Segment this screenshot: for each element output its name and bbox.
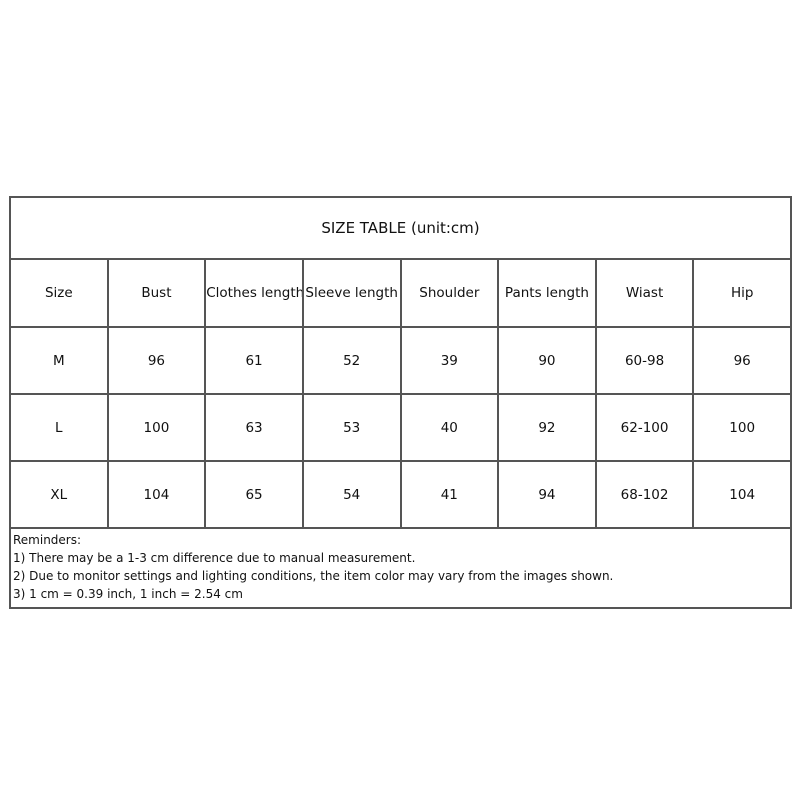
table-cell: 41	[399, 460, 500, 529]
table-cell: 104	[106, 460, 207, 529]
table-row: L 100 63 53 40 92 62-100 100	[9, 393, 792, 462]
header-cell: Sleeve length	[301, 258, 402, 328]
table-cell: 62-100	[594, 393, 695, 462]
reminders-row: Reminders: 1) There may be a 1-3 cm diff…	[9, 527, 792, 609]
table-row: XL 104 65 54 41 94 68-102 104	[9, 460, 792, 529]
table-title: SIZE TABLE (unit:cm)	[9, 196, 792, 260]
table-cell: 39	[399, 326, 500, 395]
table-cell: 61	[204, 326, 304, 395]
reminders: Reminders: 1) There may be a 1-3 cm diff…	[9, 527, 792, 609]
table-cell: 96	[692, 326, 792, 395]
table-cell: 90	[497, 326, 597, 395]
header-cell: Clothes length	[204, 258, 304, 328]
table-cell: 94	[497, 460, 597, 529]
table-cell: 96	[106, 326, 207, 395]
table-cell: 104	[692, 460, 792, 529]
table-cell: 54	[301, 460, 402, 529]
table-cell: 60-98	[594, 326, 695, 395]
header-cell: Size	[9, 258, 109, 328]
header-cell: Pants length	[497, 258, 597, 328]
table-row: M 96 61 52 39 90 60-98 96	[9, 326, 792, 395]
header-cell: Hip	[692, 258, 792, 328]
reminder-item: 2) Due to monitor settings and lighting …	[13, 569, 614, 583]
table-cell: L	[9, 393, 109, 462]
table-cell: 63	[204, 393, 304, 462]
size-table: SIZE TABLE (unit:cm) Size Bust Clothes l…	[9, 196, 792, 609]
table-cell: 52	[301, 326, 402, 395]
header-row: Size Bust Clothes length Sleeve length S…	[9, 258, 792, 328]
table-cell: M	[9, 326, 109, 395]
table-cell: 100	[106, 393, 207, 462]
header-cell: Shoulder	[399, 258, 500, 328]
reminders-heading: Reminders:	[13, 533, 82, 547]
reminder-item: 1) There may be a 1-3 cm difference due …	[13, 551, 416, 565]
table-cell: 100	[692, 393, 792, 462]
header-cell: Wiast	[594, 258, 695, 328]
table-cell: 68-102	[594, 460, 695, 529]
header-cell: Bust	[106, 258, 207, 328]
table-cell: XL	[9, 460, 109, 529]
reminder-item: 3) 1 cm = 0.39 inch, 1 inch = 2.54 cm	[13, 587, 243, 601]
table-cell: 53	[301, 393, 402, 462]
table-cell: 92	[497, 393, 597, 462]
table-cell: 40	[399, 393, 500, 462]
table-cell: 65	[204, 460, 304, 529]
